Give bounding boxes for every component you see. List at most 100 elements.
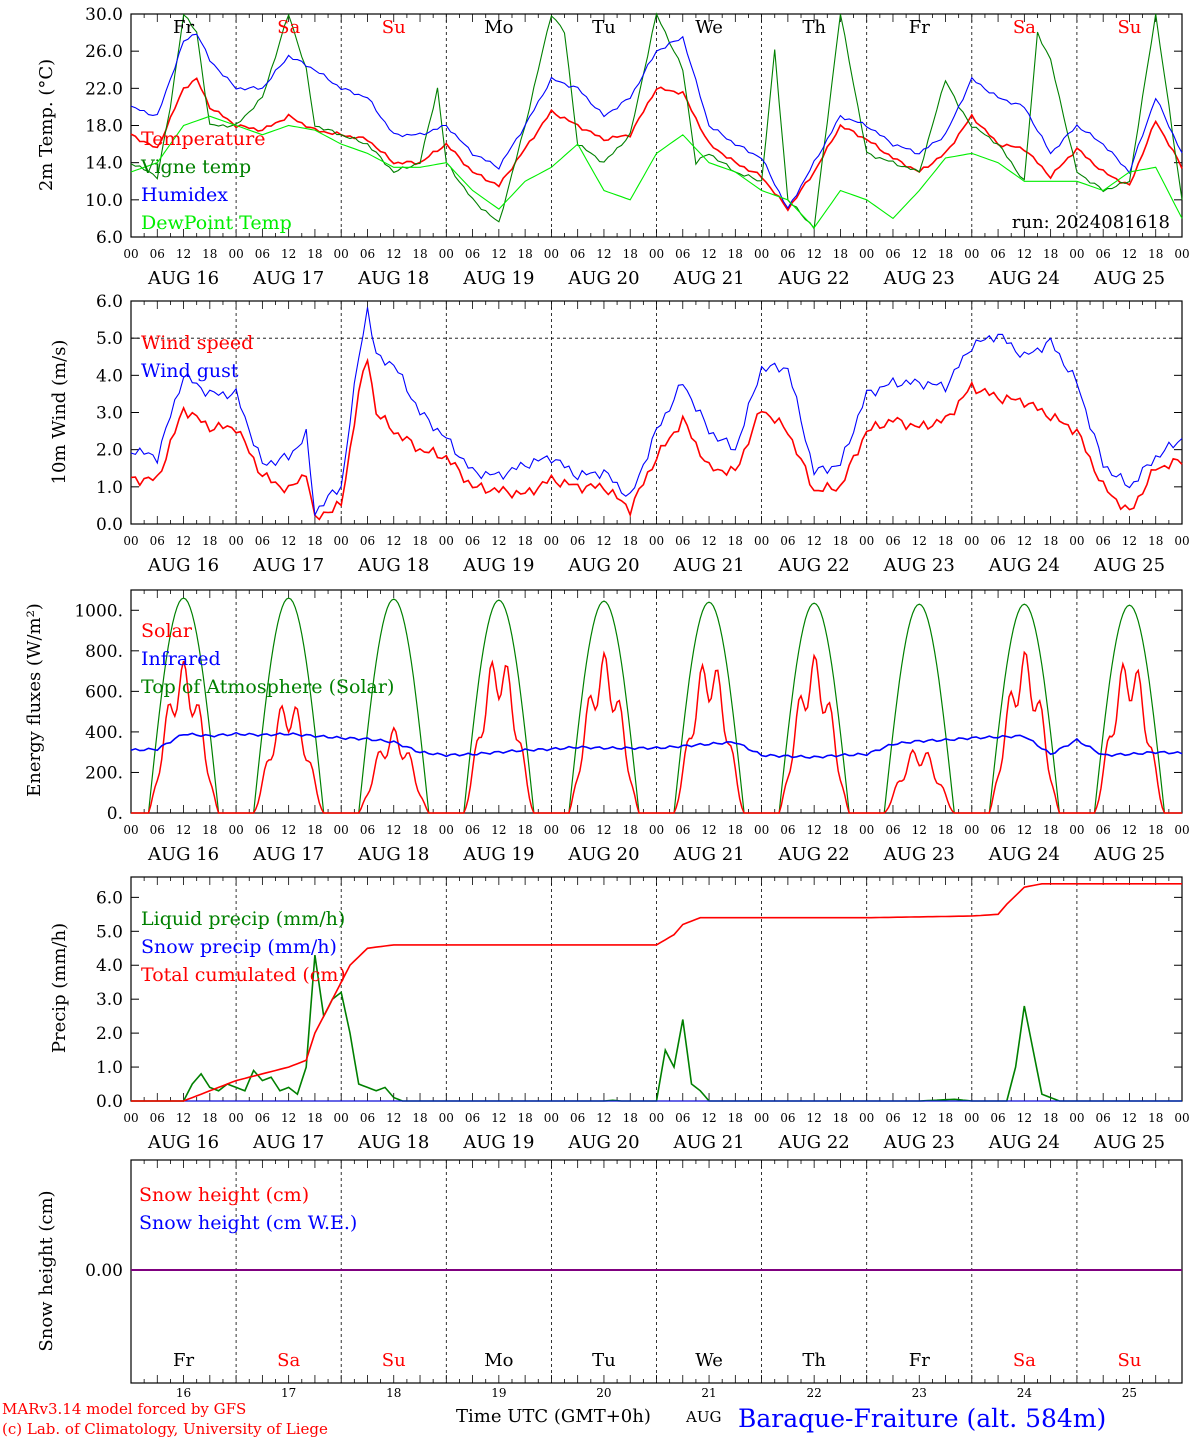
day-label: AUG 25 xyxy=(1093,1132,1165,1153)
x-tick-label: 06 xyxy=(675,534,690,548)
day-name: Su xyxy=(382,17,406,38)
x-tick-label: 18 xyxy=(307,1111,322,1125)
x-tick-label: 12 xyxy=(491,534,506,548)
day-label: AUG 17 xyxy=(252,844,324,865)
x-tick-label: 00 xyxy=(964,534,979,548)
day-label: AUG 20 xyxy=(567,268,639,289)
x-tick-label: 18 xyxy=(938,534,953,548)
x-tick-label: 06 xyxy=(570,534,585,548)
x-tick-label: 00 xyxy=(334,534,349,548)
x-tick-label: 12 xyxy=(176,247,191,261)
day-name: Fr xyxy=(173,1350,194,1371)
day-label: AUG 23 xyxy=(883,844,955,865)
x-tick-label: 18 xyxy=(1148,1111,1163,1125)
x-tick-label: 00 xyxy=(859,534,874,548)
day-name: Fr xyxy=(173,17,194,38)
y-tick-label: 4.0 xyxy=(96,956,123,976)
series-line-wind-gust xyxy=(130,307,1183,518)
x-tick-label: 18 xyxy=(728,534,743,548)
day-number: 17 xyxy=(281,1386,296,1400)
x-tick-label: 00 xyxy=(1174,534,1189,548)
panel-5: Snow height (cm) 0.00 Fr 16 Sa 17 Su 18 Mo 19 Tu 20… xyxy=(36,1159,1183,1400)
x-tick-label: 12 xyxy=(1122,823,1137,837)
x-tick-label: 06 xyxy=(150,534,165,548)
day-name: Sa xyxy=(1013,1350,1036,1371)
x-tick-label: 00 xyxy=(649,247,664,261)
day-label: AUG 22 xyxy=(778,555,850,576)
x-tick-label: 00 xyxy=(1174,823,1189,837)
legend-entry: Solar xyxy=(141,620,193,642)
day-label: AUG 21 xyxy=(672,555,744,576)
day-label: AUG 19 xyxy=(462,844,534,865)
x-tick-label: 06 xyxy=(675,823,690,837)
day-name: Th xyxy=(802,1350,826,1371)
legend-entry: Snow height (cm W.E.) xyxy=(139,1212,357,1234)
x-tick-label: 18 xyxy=(1043,534,1058,548)
x-tick-label: 18 xyxy=(1043,247,1058,261)
x-tick-label: 18 xyxy=(517,1111,532,1125)
day-label: AUG 23 xyxy=(883,268,955,289)
x-tick-label: 18 xyxy=(517,823,532,837)
x-tick-label: 06 xyxy=(255,247,270,261)
x-tick-label: 12 xyxy=(596,534,611,548)
x-tick-label: 18 xyxy=(623,823,638,837)
x-tick-label: 00 xyxy=(439,534,454,548)
y-axis-title: Precip (mm/h) xyxy=(49,923,70,1053)
x-tick-label: 00 xyxy=(544,247,559,261)
x-tick-label: 18 xyxy=(833,534,848,548)
x-tick-label: 06 xyxy=(990,247,1005,261)
x-tick-label: 12 xyxy=(807,534,822,548)
x-tick-label: 18 xyxy=(202,823,217,837)
day-label: AUG 17 xyxy=(252,555,324,576)
day-label: AUG 22 xyxy=(778,1132,850,1153)
x-tick-label: 00 xyxy=(228,534,243,548)
x-tick-label: 18 xyxy=(412,823,427,837)
x-tick-label: 00 xyxy=(123,823,138,837)
day-label: AUG 19 xyxy=(462,268,534,289)
day-label: AUG 16 xyxy=(147,1132,219,1153)
x-tick-label: 00 xyxy=(1069,823,1084,837)
x-tick-label: 12 xyxy=(386,247,401,261)
x-tick-label: 00 xyxy=(123,1111,138,1125)
x-tick-label: 18 xyxy=(623,1111,638,1125)
x-tick-label: 06 xyxy=(1096,247,1111,261)
day-label: AUG 24 xyxy=(988,555,1060,576)
day-number: 24 xyxy=(1017,1386,1033,1400)
x-tick-label: 00 xyxy=(1069,534,1084,548)
x-tick-label: 00 xyxy=(544,823,559,837)
x-tick-label: 12 xyxy=(701,247,716,261)
day-label: AUG 18 xyxy=(357,268,429,289)
y-tick-label: 0.0 xyxy=(96,515,123,535)
x-tick-label: 18 xyxy=(728,1111,743,1125)
y-tick-label: 400. xyxy=(85,723,123,743)
day-label: AUG 19 xyxy=(462,555,534,576)
x-tick-label: 12 xyxy=(491,823,506,837)
legend-entry: Wind speed xyxy=(141,332,253,354)
x-tick-label: 06 xyxy=(675,247,690,261)
x-tick-label: 06 xyxy=(255,1111,270,1125)
x-tick-label: 00 xyxy=(964,1111,979,1125)
day-name: Fr xyxy=(909,17,930,38)
x-tick-label: 00 xyxy=(228,247,243,261)
x-tick-label: 18 xyxy=(202,1111,217,1125)
x-tick-label: 12 xyxy=(176,534,191,548)
series-line-solar xyxy=(131,650,1182,814)
x-tick-label: 00 xyxy=(228,1111,243,1125)
x-tick-label: 12 xyxy=(281,823,296,837)
day-name: We xyxy=(695,1350,723,1371)
x-tick-label: 18 xyxy=(202,247,217,261)
series-line-temperature xyxy=(130,77,1183,212)
day-label: AUG 20 xyxy=(567,844,639,865)
y-tick-label: 22.0 xyxy=(85,79,123,99)
x-tick-label: 18 xyxy=(938,823,953,837)
day-label: AUG 24 xyxy=(988,268,1060,289)
x-tick-label: 06 xyxy=(255,534,270,548)
day-number: 16 xyxy=(176,1386,191,1400)
legend-entry: Infrared xyxy=(141,648,221,670)
x-tick-label: 06 xyxy=(150,247,165,261)
x-tick-label: 12 xyxy=(807,1111,822,1125)
x-tick-label: 00 xyxy=(754,823,769,837)
y-tick-label: 3.0 xyxy=(96,404,123,424)
day-label: AUG 16 xyxy=(147,268,219,289)
day-name: Su xyxy=(1117,17,1141,38)
